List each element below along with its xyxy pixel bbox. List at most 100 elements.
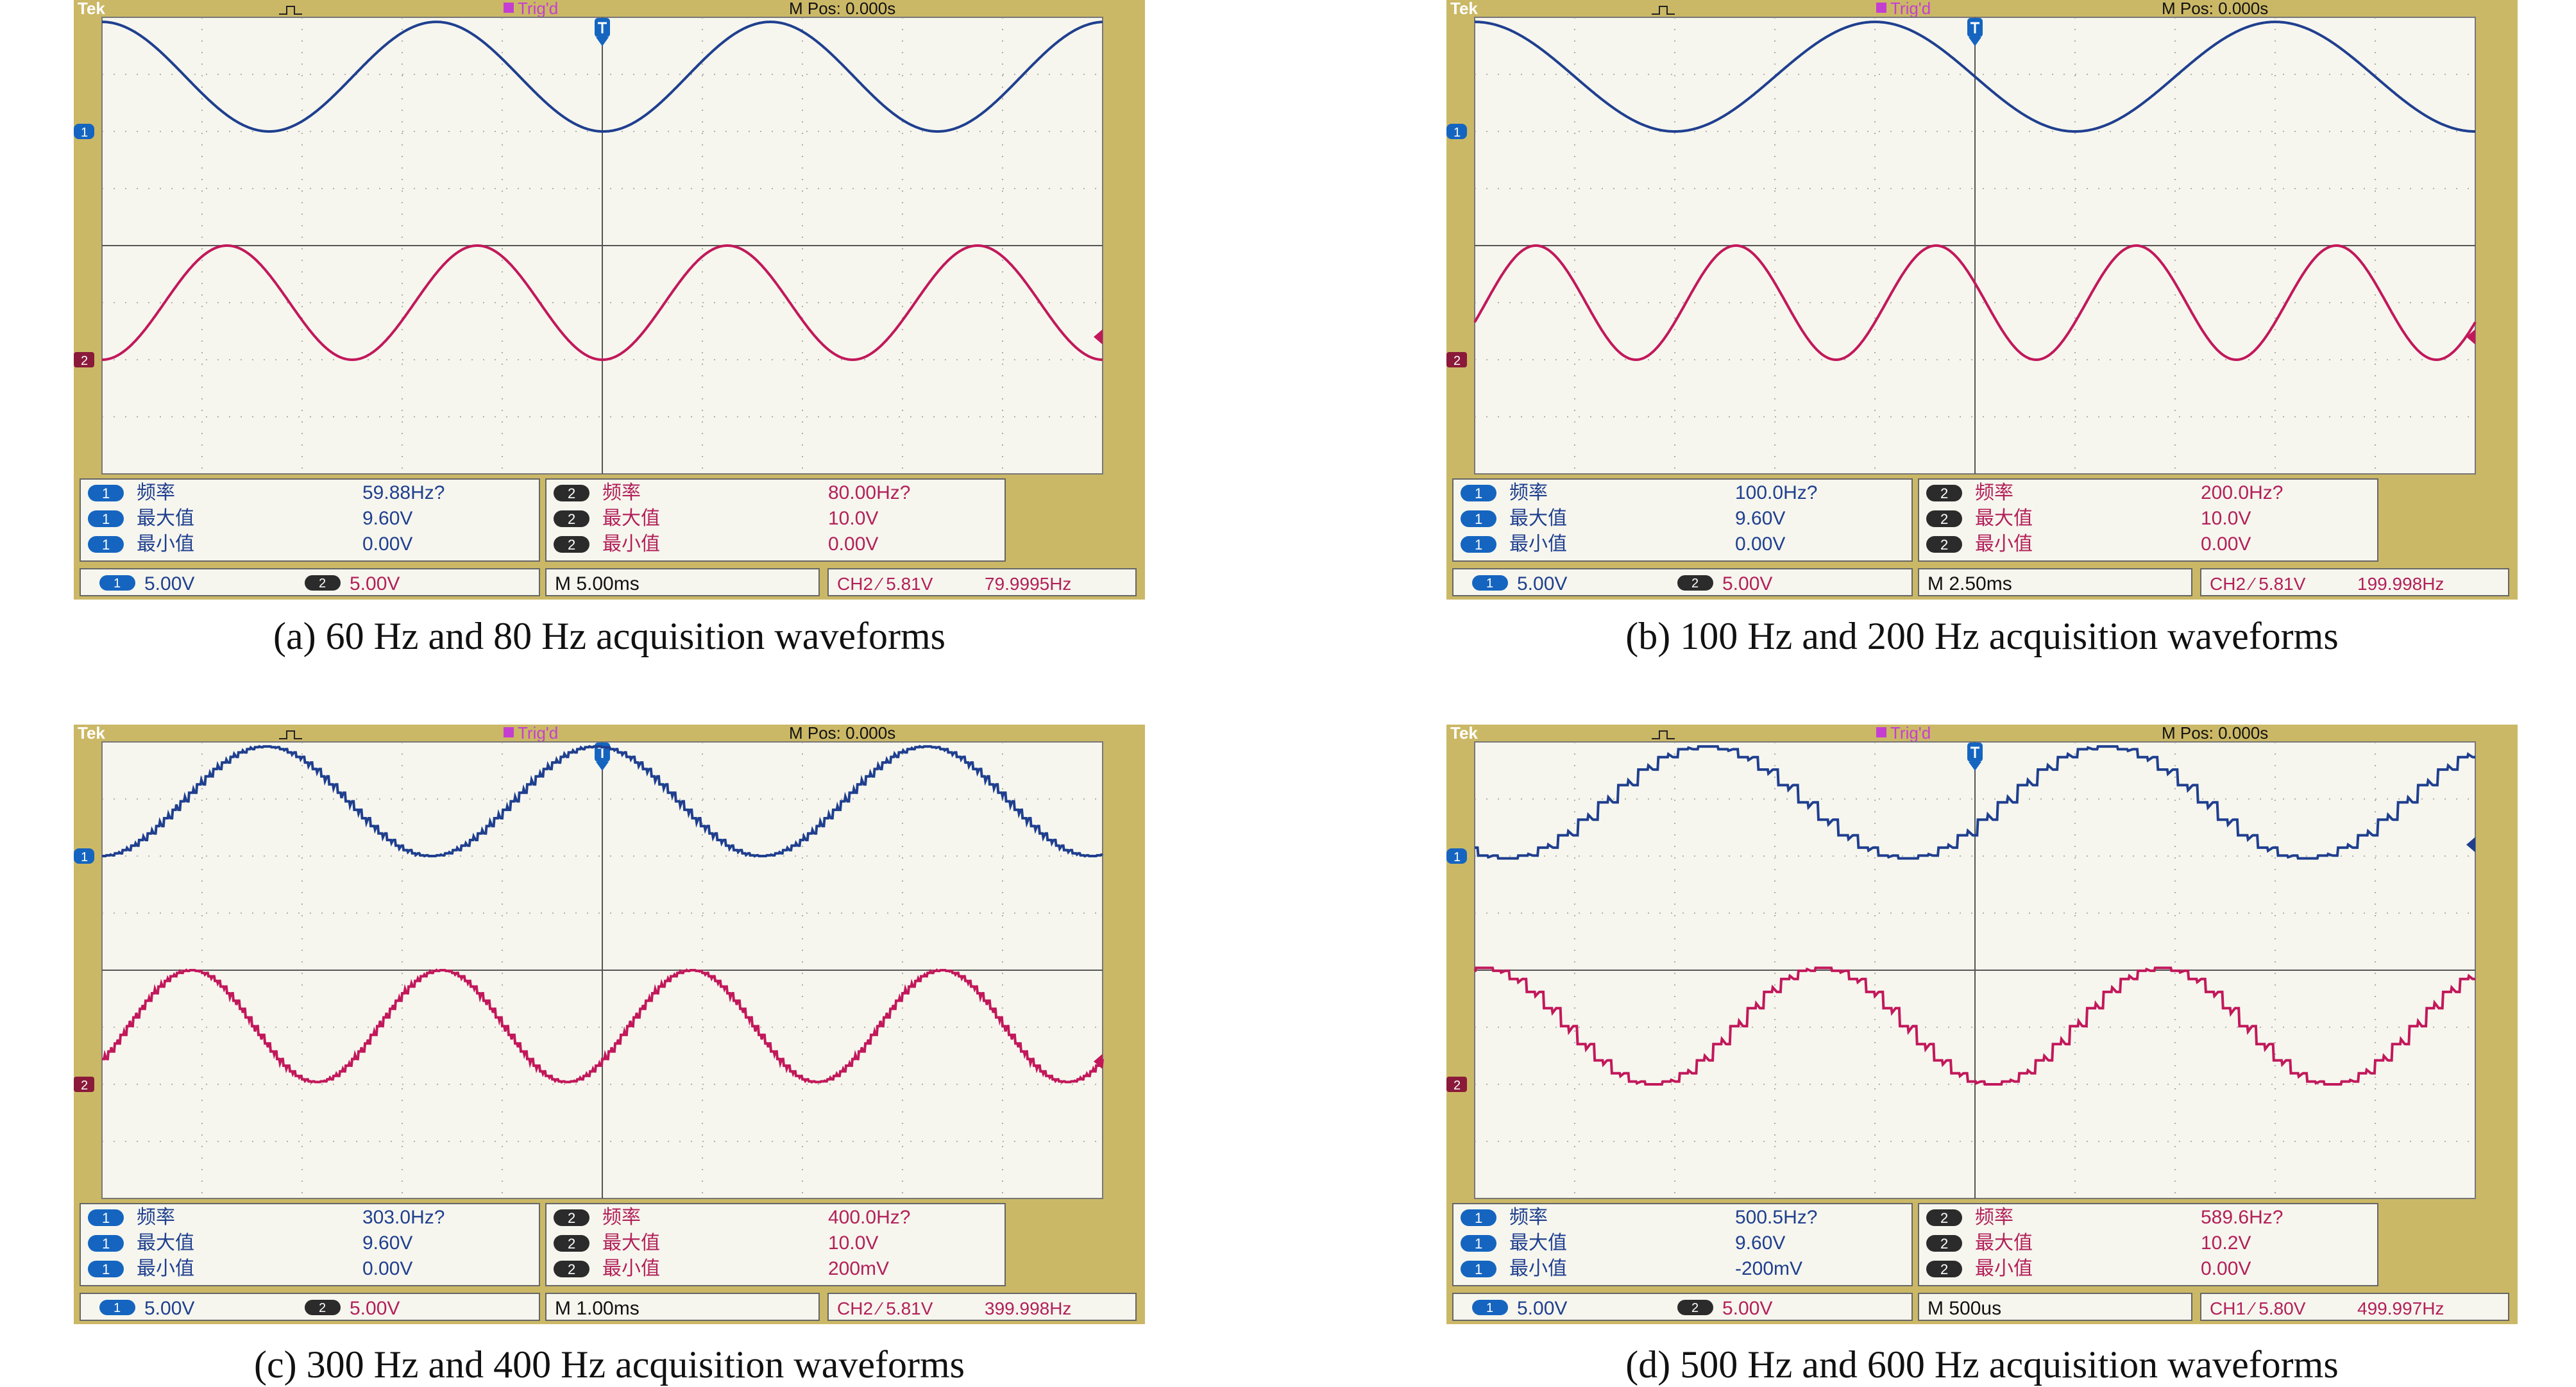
measurement-value: 100.0Hz?: [1735, 482, 1817, 503]
ch1-ground-marker: 1: [74, 848, 94, 864]
ch2-marker-badge: [1446, 352, 1467, 367]
caption-b: (b) 100 Hz and 200 Hz acquisition wavefo…: [1625, 615, 2339, 657]
ch2-ground-marker: 2: [1446, 352, 1467, 368]
trigger-readout: CH1 ⁄ 5.80V: [2210, 1299, 2306, 1318]
ch1-marker-label: 1: [81, 126, 88, 140]
ch1-waveform: [1475, 745, 2475, 860]
measurement-value: 10.0V: [828, 508, 878, 529]
channel-badge-label: 1: [102, 511, 110, 527]
channel-badge-label: 2: [1940, 1210, 1948, 1226]
channel-badge: [1461, 536, 1496, 553]
channel-badge: [554, 485, 589, 501]
trigger-position-arrow: [1969, 37, 1981, 46]
trigger-status: Trig'd: [1890, 0, 1931, 18]
measurement-value: 0.00V: [1735, 534, 1785, 555]
trigger-position-arrow: [1969, 762, 1981, 771]
measurement-label: 最大值: [137, 1232, 194, 1254]
channel-badge: [1461, 1235, 1496, 1252]
channel-badge-label: 1: [102, 1236, 110, 1252]
ch2-scale-badge: [305, 575, 341, 591]
measurement-value: 200mV: [828, 1258, 889, 1279]
ch1-marker-badge: [74, 848, 94, 864]
ch2-scale-badge-label: 2: [319, 1301, 326, 1315]
trigger-position-arrow: [596, 762, 609, 771]
channel-badge-label: 1: [1475, 1261, 1482, 1277]
ch2-waveform: [102, 968, 1104, 1084]
ch1-waveform: [1475, 21, 2475, 133]
timebase-box: [545, 1293, 820, 1321]
ch2-scale-badge: [305, 1300, 341, 1315]
ch2-scale-badge: [1677, 575, 1713, 591]
trigger-level-icon: [1094, 329, 1103, 345]
ch2-ground-marker: 2: [74, 1077, 94, 1093]
trigger-status-icon: [1876, 727, 1886, 737]
channel-badge: [1926, 510, 1962, 527]
channel-badge: [88, 485, 124, 501]
measurement-value: 0.00V: [2201, 534, 2251, 555]
brand-label: Tek: [1450, 725, 1478, 743]
brand-label: Tek: [78, 0, 105, 18]
ch2-measurement-box: 2 频率 400.0Hz? 2 最大值 10.0V 2 最小值 200mV: [545, 1203, 1006, 1286]
ch2-measurement-box-frame: [545, 1203, 1006, 1286]
oscilloscope-panel-b: Tek Trig'd M Pos: 0.000s 1 2 1 频率 100.0Hz? 1 最大值 9…: [1446, 0, 2518, 600]
ch1-scale-badge-label: 1: [114, 1301, 121, 1315]
channel-badge-label: 2: [568, 1261, 575, 1277]
measurement-label: 频率: [602, 482, 641, 504]
ch2-ground-marker: 2: [74, 352, 94, 368]
measurement-value: 59.88Hz?: [362, 482, 445, 503]
ch2-measurement-box: 2 频率 589.6Hz? 2 最大值 10.2V 2 最小值 0.00V: [1918, 1203, 2378, 1286]
ch2-measurement-box: 2 频率 200.0Hz? 2 最大值 10.0V 2 最小值 0.00V: [1918, 478, 2378, 562]
trigger-box: [2200, 1293, 2509, 1321]
channel-badge-label: 1: [1475, 537, 1482, 553]
trigger-level-icon: [2466, 837, 2475, 853]
trigger-frequency: 499.997Hz: [2357, 1299, 2444, 1318]
ch2-scale-badge-label: 2: [1691, 576, 1699, 591]
measurement-value: 500.5Hz?: [1735, 1207, 1817, 1228]
ch2-scale-badge: [1677, 1300, 1713, 1315]
channel-badge-label: 2: [568, 1210, 575, 1226]
ch1-scale: 5.00V: [144, 573, 194, 594]
ch1-measurement-box-frame: [80, 1203, 540, 1286]
measurement-value: 400.0Hz?: [828, 1207, 910, 1228]
ch2-marker-label: 2: [81, 354, 88, 368]
ch1-waveform: [102, 744, 1103, 858]
measurement-label: 最小值: [1975, 533, 2033, 555]
channel-badge-label: 2: [1940, 1261, 1948, 1277]
ch1-scale-badge: [1472, 575, 1508, 591]
ch1-measurement-box-frame: [1452, 1203, 1913, 1286]
trigger-t-glyph: [1970, 746, 1979, 758]
measurement-label: 最大值: [1975, 507, 2033, 530]
trigger-status: Trig'd: [1890, 725, 1931, 743]
trigger-readout: CH2 ⁄ 5.81V: [837, 1299, 933, 1318]
ch1-marker-label: 1: [81, 850, 88, 864]
ch1-scale-badge-label: 1: [1486, 576, 1493, 591]
ch1-ground-marker: 1: [1446, 124, 1467, 140]
brand-label: Tek: [78, 725, 105, 743]
measurement-label: 最小值: [602, 533, 660, 555]
timebase-box: [545, 568, 820, 596]
ch2-marker-label: 2: [81, 1079, 88, 1093]
trigger-readout: CH2 ⁄ 5.81V: [837, 574, 933, 594]
measurement-value: 589.6Hz?: [2201, 1207, 2283, 1228]
channel-badge-label: 2: [1940, 1236, 1948, 1252]
measurement-label: 频率: [137, 482, 175, 504]
status-bar: 1 5.00V 2 5.00V M 5.00ms CH2 ⁄ 5.81V 79.9995Hz: [80, 568, 1137, 596]
timebase-box: [1918, 568, 2192, 596]
channel-badge: [1926, 485, 1962, 501]
measurement-label: 最小值: [1509, 533, 1567, 555]
ch2-ground-marker: 2: [1446, 1077, 1467, 1093]
channel-badge-label: 1: [102, 537, 110, 553]
measurement-label: 最小值: [137, 1257, 194, 1280]
brand-label: Tek: [1450, 0, 1478, 18]
measurement-label: 最大值: [1509, 1232, 1567, 1254]
trigger-edge-icon: [1652, 6, 1675, 15]
ch2-marker-label: 2: [1453, 354, 1461, 368]
timebase: M 2.50ms: [1928, 573, 2012, 594]
measurement-value: 9.60V: [362, 1232, 412, 1254]
measurement-label: 频率: [1975, 482, 2013, 504]
trigger-status: Trig'd: [518, 725, 558, 743]
measurement-label: 频率: [137, 1206, 175, 1229]
measurement-label: 最小值: [1509, 1257, 1567, 1280]
ch1-measurement-box-frame: [80, 478, 540, 562]
measurement-value: 10.0V: [828, 1232, 878, 1254]
